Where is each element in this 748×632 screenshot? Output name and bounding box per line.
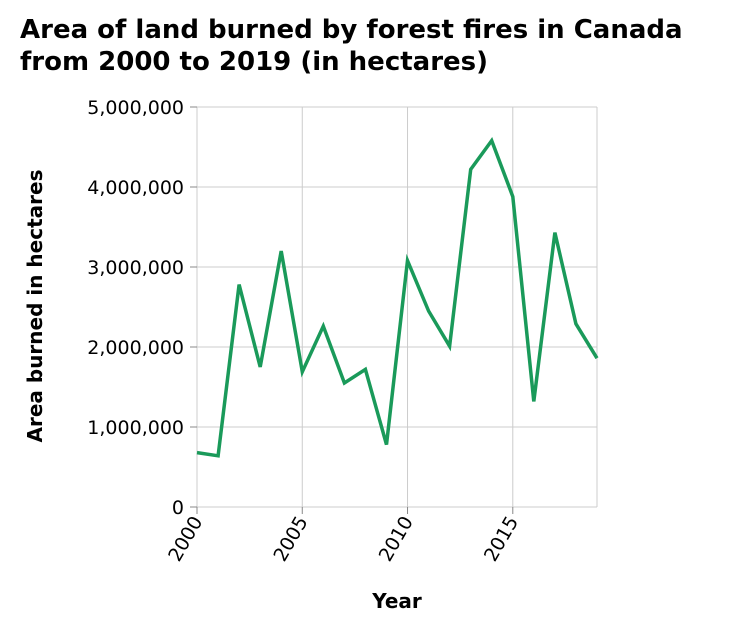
y-tick-label: 2,000,000 <box>87 337 184 359</box>
y-tick-label: 5,000,000 <box>87 97 184 119</box>
series-layer <box>196 136 599 458</box>
chart-title: Area of land burned by forest fires in C… <box>20 14 740 78</box>
grid-lines <box>196 106 598 508</box>
x-tick-label: 2010 <box>375 513 418 566</box>
x-tick-label: 2015 <box>480 513 523 566</box>
chart-title-line-1: Area of land burned by forest fires in C… <box>20 15 683 45</box>
x-axis-title: Year <box>371 589 422 613</box>
y-tick-label: 1,000,000 <box>87 417 184 439</box>
x-axis-ticks: 2000 2005 2010 2015 <box>164 507 523 565</box>
x-tick-label: 2000 <box>164 513 207 566</box>
y-tick-label: 3,000,000 <box>87 257 184 279</box>
chart-title-line-2: from 2000 to 2019 (in hectares) <box>20 47 489 77</box>
y-axis-ticks: 0 1,000,000 2,000,000 3,000,000 4,000,000 5,0… <box>87 97 197 519</box>
y-tick-label: 4,000,000 <box>87 177 184 199</box>
y-tick-label: 0 <box>172 497 184 519</box>
x-tick-label: 2005 <box>269 513 312 566</box>
series-line <box>196 136 599 458</box>
y-axis-title: Area burned in hectares <box>23 170 47 443</box>
